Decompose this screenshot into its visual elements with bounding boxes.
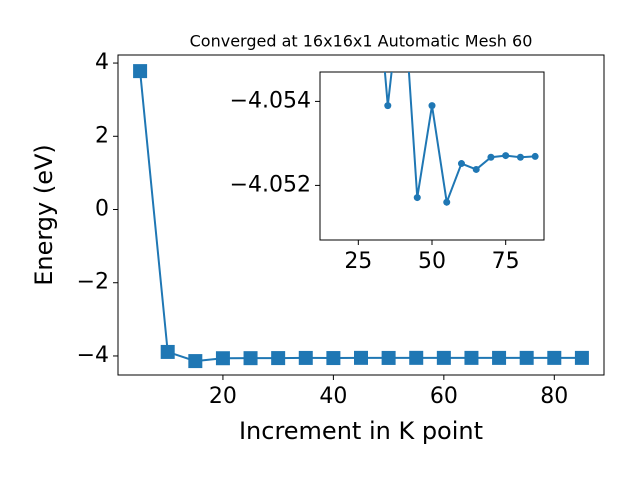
series-group bbox=[383, 72, 539, 207]
marker bbox=[443, 198, 451, 206]
marker bbox=[531, 152, 539, 160]
y-tick-label: −4.052 bbox=[230, 172, 311, 197]
x-tick-label: 80 bbox=[540, 384, 568, 409]
x-axis-label: Increment in K point bbox=[239, 417, 483, 445]
marker bbox=[428, 102, 436, 110]
y-tick-label: −2 bbox=[77, 270, 109, 295]
y-tick-label: 4 bbox=[95, 50, 109, 75]
x-tick-label: 40 bbox=[319, 384, 347, 409]
x-tick-label: 50 bbox=[418, 249, 446, 274]
marker bbox=[384, 102, 392, 110]
chart-title: Converged at 16x16x1 Automatic Mesh 60 bbox=[190, 32, 533, 51]
marker bbox=[409, 350, 424, 365]
marker bbox=[160, 344, 175, 359]
marker bbox=[457, 160, 465, 168]
y-axis-label: Energy (eV) bbox=[30, 144, 58, 286]
series-group bbox=[133, 64, 589, 369]
marker bbox=[472, 165, 480, 173]
marker bbox=[354, 350, 368, 365]
y-tick-label: −4.054 bbox=[230, 88, 311, 113]
marker bbox=[464, 350, 479, 365]
marker bbox=[381, 350, 396, 365]
y-tick-label: 0 bbox=[95, 197, 109, 222]
marker bbox=[188, 354, 203, 369]
marker bbox=[547, 350, 562, 365]
marker bbox=[215, 351, 230, 366]
y-tick-label: 2 bbox=[95, 123, 109, 148]
marker bbox=[326, 351, 341, 366]
x-tick-label: 75 bbox=[492, 249, 520, 274]
marker bbox=[574, 350, 589, 365]
marker bbox=[298, 350, 313, 365]
marker bbox=[133, 64, 148, 79]
marker bbox=[487, 153, 495, 161]
marker bbox=[243, 351, 258, 366]
x-tick-label: 25 bbox=[344, 249, 372, 274]
marker bbox=[516, 153, 524, 161]
y-tick-label: −4 bbox=[77, 343, 109, 368]
x-tick-label: 20 bbox=[209, 384, 237, 409]
marker bbox=[502, 152, 510, 160]
marker bbox=[492, 350, 507, 365]
x-tick-label: 60 bbox=[430, 384, 458, 409]
marker bbox=[271, 351, 286, 366]
marker bbox=[519, 350, 534, 365]
marker bbox=[413, 194, 421, 202]
marker bbox=[436, 350, 451, 365]
